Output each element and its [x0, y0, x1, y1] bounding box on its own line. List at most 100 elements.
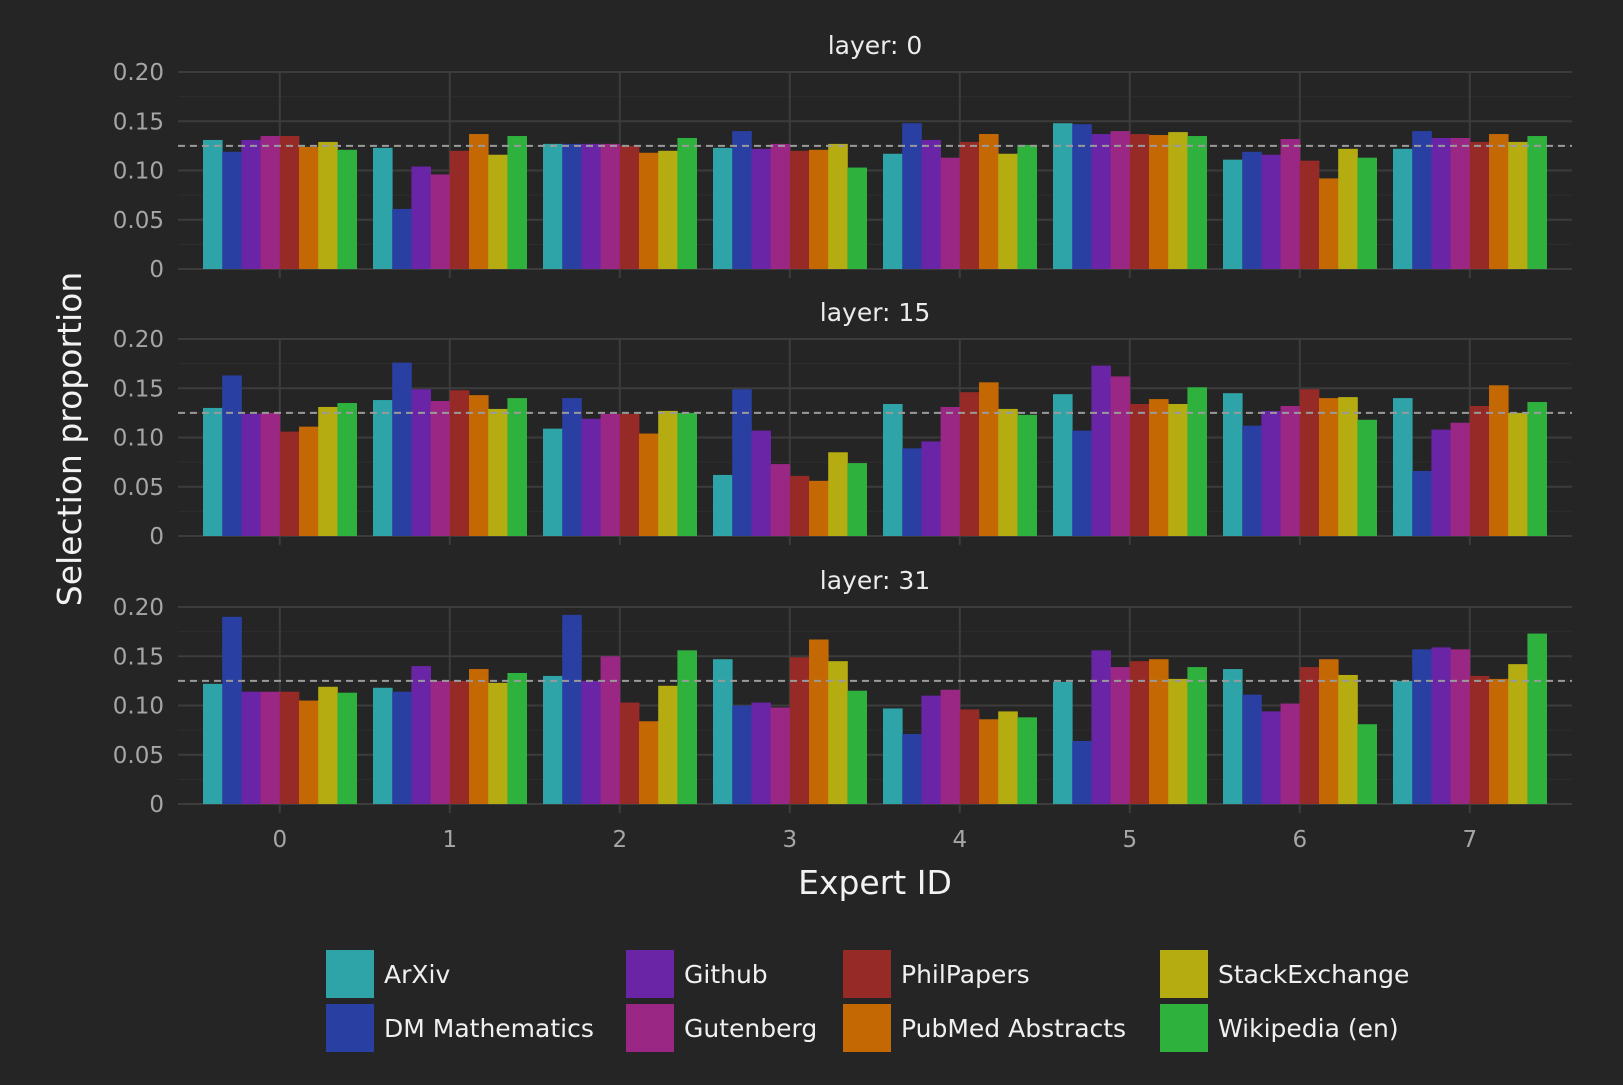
y-tick-label: 0.05 — [113, 475, 164, 501]
bar — [1280, 703, 1301, 804]
bar — [279, 136, 300, 269]
legend-swatch — [843, 1004, 891, 1052]
bar — [1489, 678, 1509, 804]
bar — [543, 675, 563, 804]
bar — [1412, 649, 1432, 804]
bar — [1527, 402, 1547, 536]
bar — [562, 614, 582, 804]
panel-layer-2: 0 0.05 0.10 0.15 0.20 layer: 31 — [113, 566, 1572, 818]
x-tick-label: 3 — [782, 827, 797, 853]
bar — [1242, 694, 1262, 804]
bar — [203, 407, 223, 536]
bar — [789, 475, 810, 536]
bar — [260, 412, 281, 536]
y-tick-label: 0.15 — [113, 644, 164, 670]
y-tick-label: 0 — [149, 524, 164, 550]
bar — [677, 650, 697, 804]
bar — [770, 707, 791, 804]
bar — [1450, 422, 1471, 536]
bar — [751, 702, 771, 804]
bar — [543, 143, 563, 269]
x-axis-title: Expert ID — [798, 863, 952, 902]
bar — [1223, 159, 1243, 269]
bar — [998, 711, 1018, 804]
bar — [1299, 160, 1320, 269]
legend: ArXiv DM Mathematics Github Gutenberg PhilPa… — [326, 950, 1409, 1052]
bar — [507, 672, 527, 804]
bar — [940, 157, 961, 269]
bar — [828, 452, 848, 536]
x-axis: 0 1 2 3 4 5 6 7 — [272, 827, 1477, 853]
bar — [203, 683, 223, 804]
bar — [902, 734, 922, 804]
legend-label: Gutenberg — [684, 1014, 817, 1043]
y-tick-label: 0.10 — [113, 159, 164, 185]
bar — [1469, 675, 1490, 804]
legend-item: Wikipedia (en) — [1160, 1004, 1399, 1052]
bar — [222, 375, 242, 536]
bar — [1450, 649, 1471, 804]
bar — [1129, 404, 1150, 536]
bar — [449, 680, 470, 804]
bar — [1261, 410, 1281, 536]
bar — [658, 150, 678, 269]
bar — [1017, 717, 1037, 804]
bar — [959, 392, 980, 536]
bar — [940, 406, 961, 536]
bar — [921, 695, 941, 804]
bar — [469, 395, 489, 536]
bar — [299, 700, 319, 804]
legend-label: Wikipedia (en) — [1218, 1014, 1399, 1043]
legend-item: Github — [626, 950, 768, 998]
bar — [828, 661, 848, 804]
bar — [1393, 680, 1413, 804]
bars — [203, 614, 1547, 804]
bar — [677, 412, 697, 536]
bar — [770, 143, 791, 269]
bar — [430, 174, 451, 269]
bar — [1149, 659, 1169, 804]
y-tick-label: 0.20 — [113, 60, 164, 86]
bars — [203, 362, 1547, 536]
bar — [732, 705, 752, 804]
bar — [1261, 711, 1281, 804]
bar — [789, 657, 810, 804]
bar — [1412, 470, 1432, 536]
bar — [677, 137, 697, 269]
bar — [1168, 678, 1188, 804]
x-tick-label: 1 — [442, 827, 457, 853]
bar — [1508, 412, 1528, 536]
bar — [828, 143, 848, 269]
bar — [1072, 430, 1092, 536]
bar — [732, 389, 752, 536]
bar — [507, 136, 527, 269]
panel-title: layer: 15 — [820, 298, 930, 327]
bar — [1508, 664, 1528, 804]
bar — [1091, 365, 1111, 536]
bar — [619, 702, 640, 804]
bar — [1072, 124, 1092, 269]
legend-label: PhilPapers — [901, 960, 1030, 989]
bar — [543, 428, 563, 536]
bar — [883, 153, 903, 269]
bar — [411, 389, 431, 536]
legend-item: PhilPapers — [843, 950, 1030, 998]
bar — [1489, 385, 1509, 536]
bar — [1053, 123, 1073, 269]
bar — [581, 143, 601, 269]
bar — [392, 208, 412, 269]
bar — [488, 682, 508, 804]
bar — [1168, 404, 1188, 536]
panel-title: layer: 0 — [828, 31, 923, 60]
bar — [1357, 157, 1377, 269]
bar — [1450, 137, 1471, 269]
bars — [203, 123, 1547, 269]
bar — [751, 148, 771, 269]
bar — [488, 408, 508, 536]
bar — [1168, 132, 1188, 269]
x-tick-label: 0 — [272, 827, 287, 853]
bar — [1223, 669, 1243, 804]
bar — [1280, 405, 1301, 536]
y-tick-label: 0.20 — [113, 327, 164, 353]
